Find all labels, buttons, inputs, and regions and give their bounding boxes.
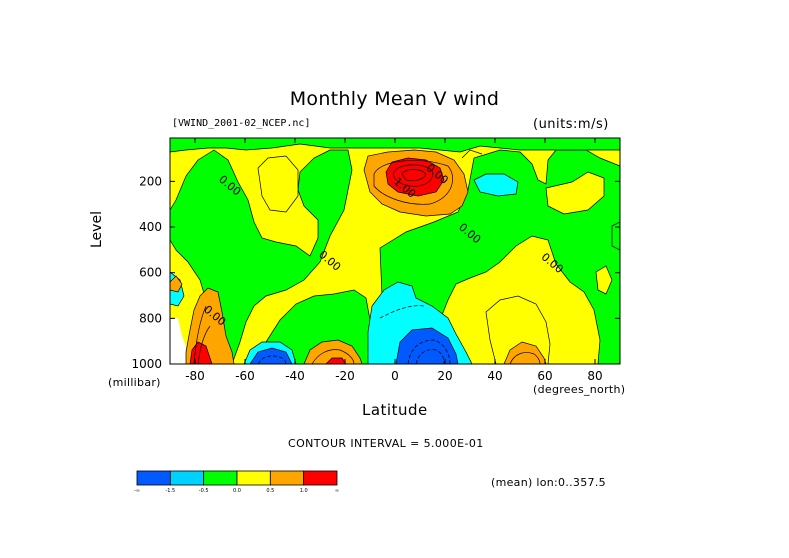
x-axis-label: Latitude	[362, 401, 428, 419]
region-orange-subtropic	[303, 339, 363, 364]
contour-line	[401, 169, 427, 182]
y-tick-label: 200	[139, 174, 162, 188]
colorbar-boxes	[136, 470, 338, 486]
y-axis-label: Level	[89, 211, 105, 248]
region-yellow-island-b	[545, 171, 605, 215]
file-label: [VWIND_2001-02_NCEP.nc]	[172, 118, 311, 129]
contour-line	[509, 352, 541, 364]
x-axis: -80 -60 -40 -20 0 20 40 60 80	[185, 138, 603, 383]
y-tick-label: 400	[139, 220, 162, 234]
contour-line	[461, 149, 483, 159]
contour-line	[257, 355, 287, 364]
contour-line	[193, 305, 207, 364]
colorbar-label: -∞	[134, 488, 140, 494]
colorbar-label: 0.0	[233, 488, 241, 494]
contour-line	[197, 325, 211, 364]
region-cyan-upper	[473, 173, 519, 197]
region-yellow-island-c	[595, 265, 613, 295]
y-tick-label: 1000	[131, 357, 162, 371]
region-green-top	[170, 138, 620, 153]
chart-title: Monthly Mean V wind	[289, 88, 500, 110]
x-tick-label: -60	[235, 369, 255, 383]
region-blue-center	[395, 327, 459, 364]
y-tick-label: 600	[139, 266, 162, 280]
x-tick-label: 40	[487, 369, 502, 383]
contour-interval: CONTOUR INTERVAL = 5.000E-01	[288, 437, 484, 450]
contour-line	[311, 349, 355, 364]
contour-line	[415, 349, 445, 364]
x-axis-units: (degrees_north)	[533, 383, 626, 396]
x-tick-label: -40	[285, 369, 305, 383]
x-tick-label: 20	[437, 369, 452, 383]
region-yellow-island-a	[257, 155, 299, 213]
x-tick-label: -80	[185, 369, 205, 383]
mean-lon-label: (mean) lon:0..357.5	[491, 476, 606, 489]
contour-field	[170, 138, 620, 364]
x-tick-label: 0	[391, 369, 399, 383]
colorbar: -∞ -1.5 -0.5 0.0 0.5 1.0 ∞	[134, 470, 339, 494]
contour-line	[379, 305, 425, 319]
colorbar-label: ∞	[335, 488, 339, 494]
region-red-subtropic	[325, 357, 347, 364]
y-tick-label: 800	[139, 311, 162, 325]
x-tick-label: 60	[537, 369, 552, 383]
colorbar-label: 0.5	[266, 488, 274, 494]
region-green-right-mid	[611, 221, 620, 251]
colorbar-label: 1.0	[300, 488, 308, 494]
contour-lines	[193, 149, 541, 364]
region-red-tropical	[385, 157, 445, 197]
colorbar-box	[236, 470, 271, 486]
colorbar-box	[136, 470, 171, 486]
colorbar-box	[303, 470, 338, 486]
contour-line	[393, 164, 434, 187]
y-axis: 200 400 600 800 1000	[131, 174, 620, 371]
x-tick-label: -20	[335, 369, 355, 383]
region-orange-north	[503, 341, 547, 364]
contour-line	[407, 339, 451, 364]
y-axis-units: (millibar)	[108, 376, 161, 389]
region-missing-data	[170, 318, 188, 364]
colorbar-box	[169, 470, 205, 486]
contour-line	[373, 160, 453, 205]
x-tick-label: 80	[587, 369, 602, 383]
units-label: (units:m/s)	[533, 117, 609, 132]
region-orange-left-mid	[170, 275, 183, 293]
colorbar-label: -0.5	[199, 488, 209, 494]
colorbar-labels: -∞ -1.5 -0.5 0.0 0.5 1.0 ∞	[134, 488, 339, 494]
colorbar-label: -1.5	[165, 488, 175, 494]
colorbar-box	[269, 470, 305, 486]
colorbar-box	[203, 470, 238, 486]
